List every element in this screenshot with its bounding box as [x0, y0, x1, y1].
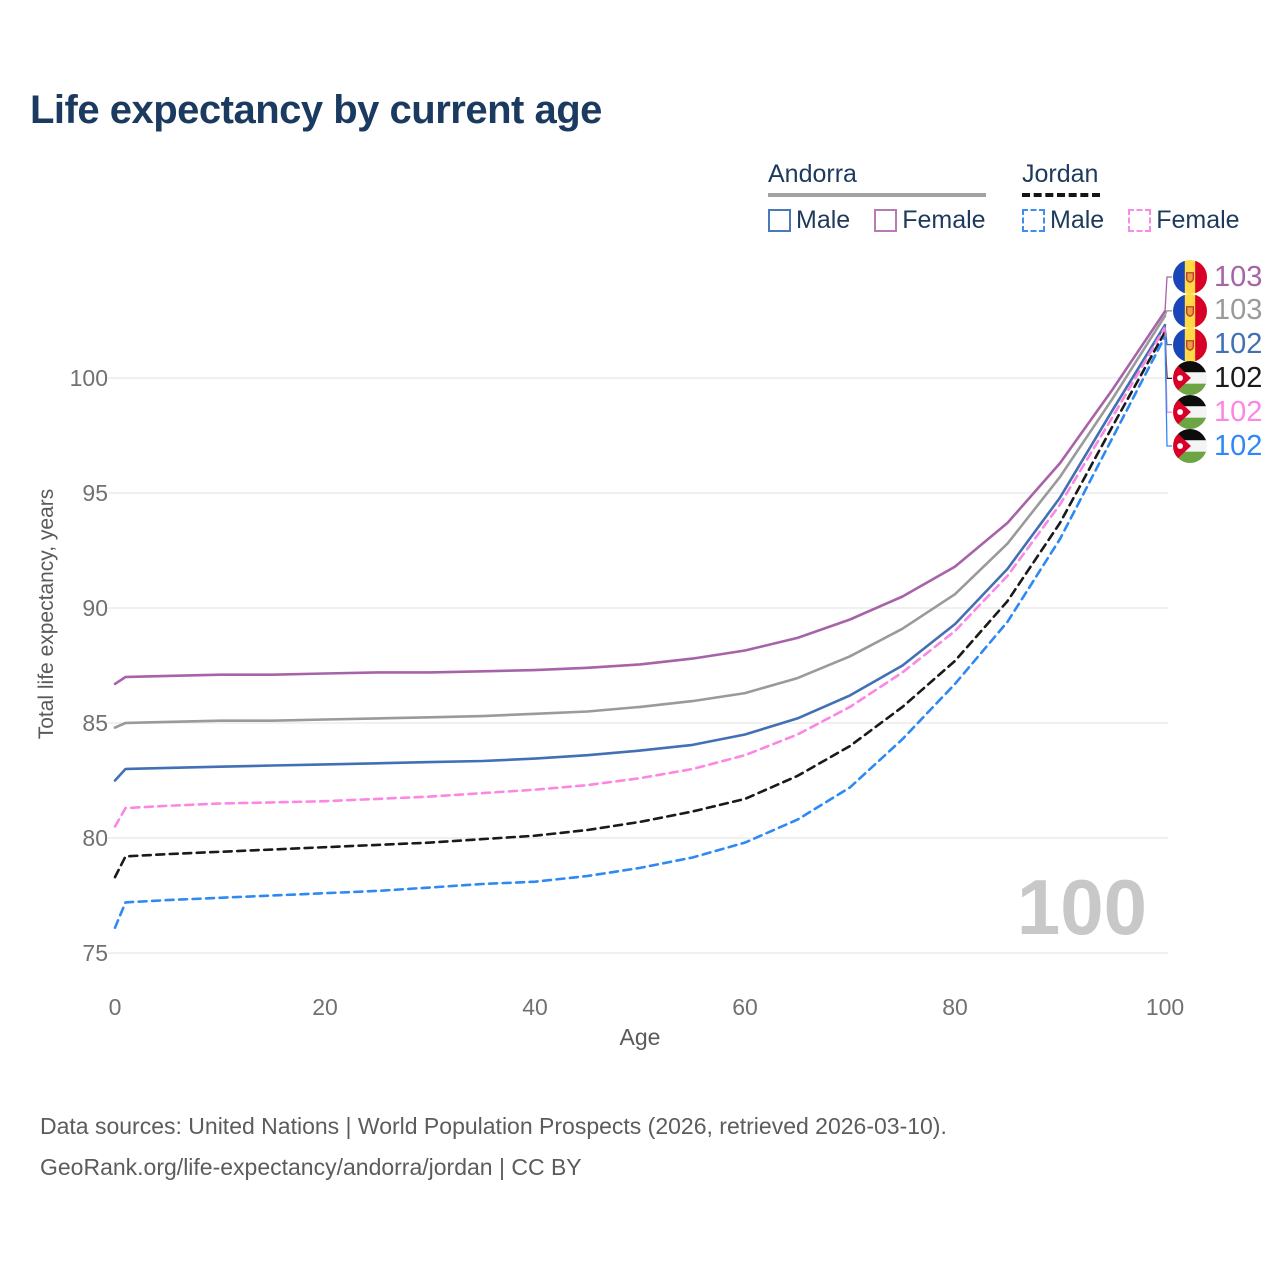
- legend-country-jordan[interactable]: Jordan: [1022, 160, 1099, 188]
- andorra-flag-icon: [1173, 294, 1207, 328]
- andorra-flag-icon: [1173, 260, 1207, 294]
- end-value-label: 102: [1214, 395, 1263, 428]
- leader-line-andorra-both-sexes: [1164, 310, 1172, 317]
- leader-line-andorra-female: [1164, 276, 1172, 312]
- end-label-row-jordan-4: 102: [1173, 395, 1262, 429]
- x-tick-label-100: 100: [1145, 994, 1185, 1020]
- series-line-jordan-both-sexes[interactable]: [113, 330, 1167, 879]
- end-label-row-andorra-1: 103: [1173, 294, 1262, 328]
- legend-label-andorra-female: Female: [902, 206, 986, 234]
- jordan-flag-icon: [1173, 429, 1207, 463]
- x-tick-label-60: 60: [732, 994, 758, 1020]
- footer-attribution: Data sources: United Nations | World Pop…: [40, 1106, 947, 1188]
- legend-label-jordan-male: Male: [1050, 206, 1105, 234]
- y-tick-label-100: 100: [69, 365, 108, 391]
- legend-group-andorra: Andorra Male Female: [768, 160, 986, 235]
- x-axis-title: Age: [619, 1024, 661, 1050]
- x-tick-label-40: 40: [522, 994, 548, 1020]
- y-tick-label-90: 90: [82, 595, 108, 621]
- end-value-label: 102: [1214, 429, 1263, 462]
- legend-group-jordan: Jordan Male Female: [1022, 160, 1240, 235]
- jordan-flag-icon: [1173, 361, 1207, 395]
- jordan-flag-icon: [1173, 395, 1207, 429]
- legend-label-andorra-male: Male: [796, 206, 851, 234]
- end-label-row-andorra-0: 103: [1173, 260, 1262, 294]
- legend-label-jordan-female: Female: [1156, 206, 1240, 234]
- series-line-andorra-both-sexes[interactable]: [113, 314, 1167, 729]
- end-value-label: 102: [1214, 328, 1263, 361]
- legend-swatch-andorra-female: [874, 209, 898, 232]
- hover-age-watermark: 100: [1016, 863, 1148, 951]
- footer-source-url[interactable]: GeoRank.org/life-expectancy/andorra/jord…: [40, 1154, 582, 1180]
- legend-item-jordan-male[interactable]: Male: [1022, 206, 1104, 235]
- end-value-label: 103: [1214, 260, 1263, 293]
- x-tick-label-0: 0: [108, 994, 122, 1020]
- y-tick-label-75: 75: [82, 940, 108, 966]
- series-line-jordan-male[interactable]: [113, 335, 1167, 930]
- page-title: Life expectancy by current age: [30, 88, 602, 132]
- x-tick-label-20: 20: [312, 994, 338, 1020]
- series-line-andorra-female[interactable]: [113, 309, 1167, 686]
- legend-item-jordan-female[interactable]: Female: [1128, 206, 1240, 235]
- footer-data-sources: Data sources: United Nations | World Pop…: [40, 1113, 947, 1139]
- legend-item-andorra-male[interactable]: Male: [768, 206, 850, 235]
- chart-plot-area: [108, 276, 1172, 954]
- y-tick-label-80: 80: [82, 825, 108, 851]
- legend-country-andorra[interactable]: Andorra: [768, 160, 857, 188]
- legend-underline-jordan-dashed: [1022, 193, 1100, 197]
- series-line-andorra-male[interactable]: [113, 323, 1167, 782]
- legend-underline-andorra-solid: [768, 193, 986, 197]
- end-value-label: 103: [1214, 294, 1263, 327]
- x-tick-label-80: 80: [942, 994, 968, 1020]
- end-label-row-jordan-5: 102: [1173, 429, 1262, 463]
- end-label-row-andorra-2: 102: [1173, 328, 1262, 362]
- series-line-jordan-female[interactable]: [113, 326, 1167, 828]
- leader-line-jordan-male: [1164, 336, 1172, 447]
- end-value-label: 102: [1214, 361, 1263, 394]
- legend-item-andorra-female[interactable]: Female: [874, 206, 986, 235]
- legend-swatch-jordan-male: [1022, 209, 1045, 232]
- legend-swatch-jordan-female: [1128, 209, 1152, 232]
- y-tick-label-95: 95: [82, 480, 108, 506]
- andorra-flag-icon: [1173, 328, 1207, 362]
- end-label-row-jordan-3: 102: [1173, 361, 1262, 395]
- legend-swatch-andorra-male: [768, 209, 791, 232]
- y-tick-label-85: 85: [82, 710, 108, 736]
